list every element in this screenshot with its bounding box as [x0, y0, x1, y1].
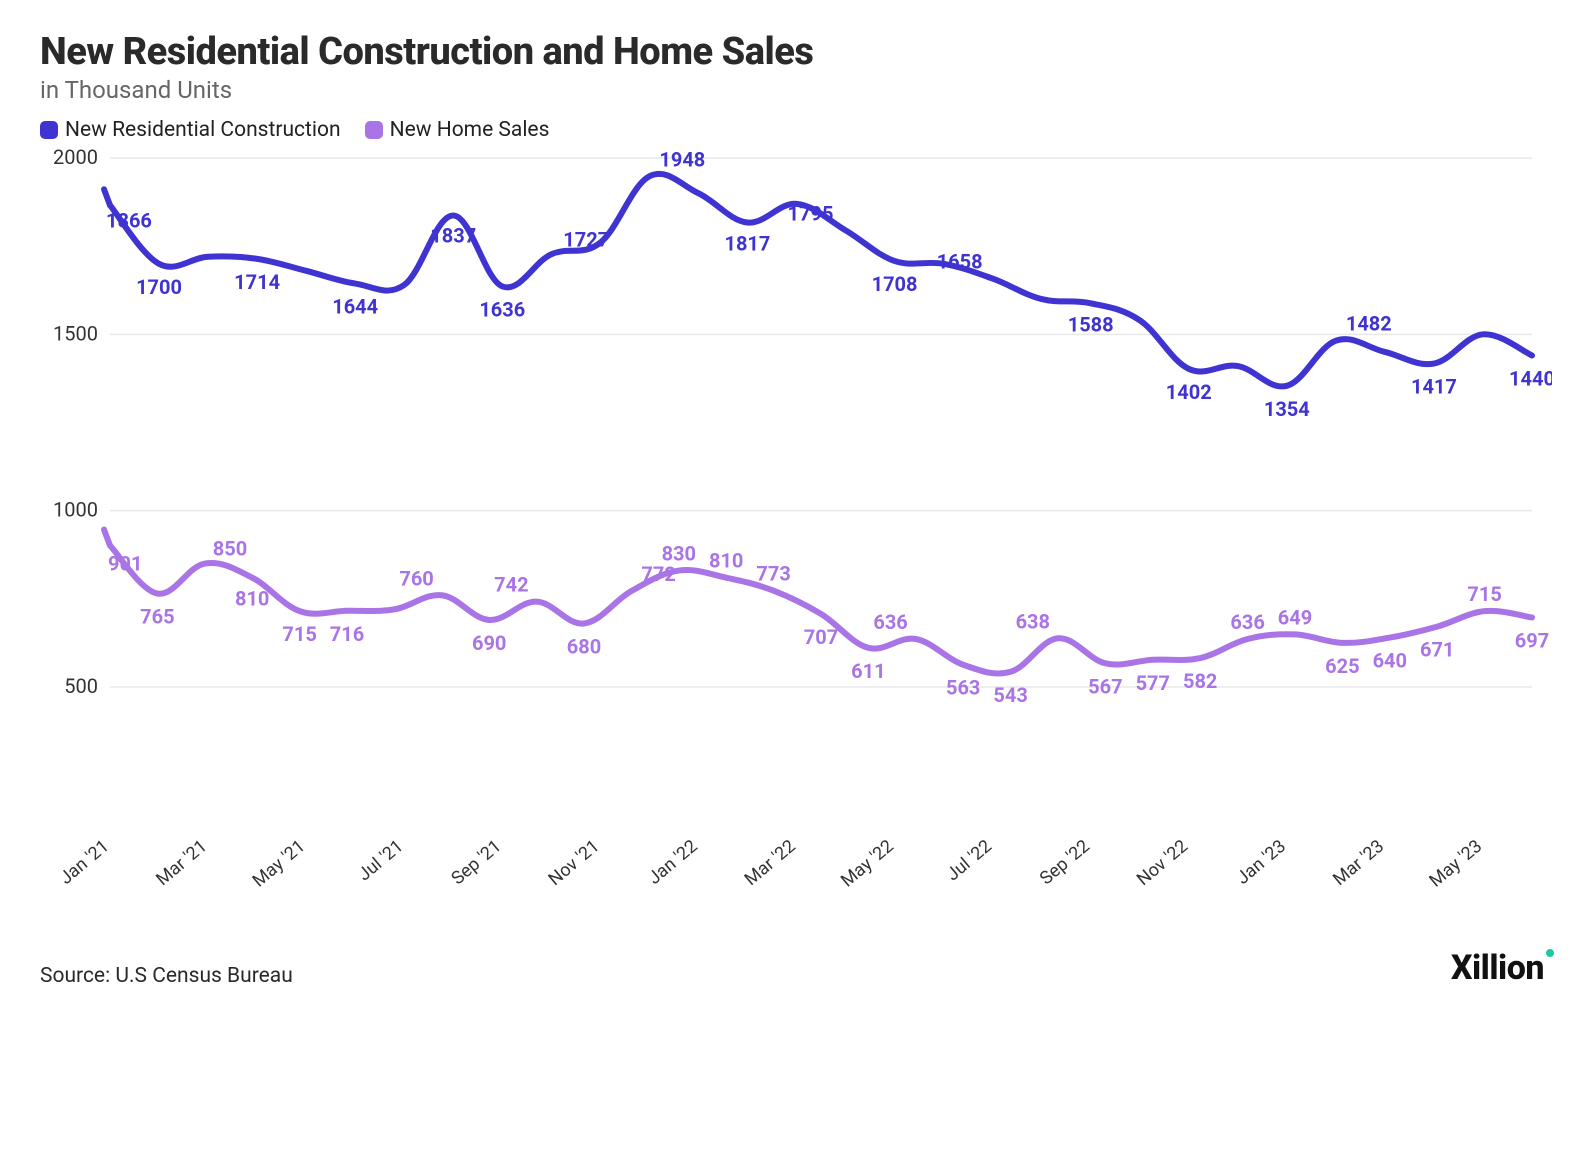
svg-text:Jan '23: Jan '23: [1232, 836, 1290, 889]
svg-text:742: 742: [494, 573, 528, 597]
svg-text:1000: 1000: [53, 498, 98, 522]
svg-text:625: 625: [1325, 654, 1359, 678]
svg-text:500: 500: [64, 674, 98, 698]
legend-swatch: [40, 121, 58, 139]
legend: New Residential Construction New Home Sa…: [40, 118, 1552, 142]
svg-text:Jul '21: Jul '21: [354, 836, 407, 886]
svg-text:773: 773: [756, 562, 790, 586]
svg-text:1500: 1500: [53, 321, 98, 345]
svg-text:810: 810: [235, 587, 269, 611]
svg-text:638: 638: [1016, 609, 1050, 633]
svg-text:1402: 1402: [1166, 380, 1212, 404]
svg-text:697: 697: [1515, 628, 1549, 652]
chart-area: 500 1000 1500 2000 Jan '21 Mar '21 May '21 Jul …: [40, 148, 1552, 908]
svg-text:2000: 2000: [53, 148, 98, 169]
svg-text:772: 772: [641, 562, 675, 586]
chart-subtitle: in Thousand Units: [40, 76, 1552, 104]
svg-text:640: 640: [1373, 649, 1407, 673]
svg-text:1636: 1636: [479, 297, 525, 321]
svg-text:567: 567: [1088, 674, 1122, 698]
svg-text:716: 716: [330, 622, 364, 646]
svg-text:Nov '22: Nov '22: [1133, 836, 1192, 890]
svg-text:577: 577: [1136, 671, 1170, 695]
source-text: Source: U.S Census Bureau: [40, 964, 293, 988]
legend-label: New Home Sales: [390, 118, 550, 142]
svg-text:1440: 1440: [1509, 366, 1552, 390]
svg-text:760: 760: [399, 566, 433, 590]
brand-logo: Xillion: [1451, 948, 1552, 988]
svg-text:Jul '22: Jul '22: [942, 836, 995, 886]
svg-text:1714: 1714: [234, 270, 280, 294]
legend-swatch: [365, 121, 383, 139]
svg-text:1482: 1482: [1346, 312, 1392, 336]
legend-item: New Residential Construction: [40, 118, 341, 142]
svg-text:1354: 1354: [1264, 397, 1310, 421]
svg-text:765: 765: [140, 605, 174, 629]
svg-text:582: 582: [1183, 669, 1217, 693]
svg-text:1837: 1837: [430, 223, 476, 247]
svg-text:1948: 1948: [659, 148, 705, 171]
svg-text:680: 680: [567, 634, 601, 658]
svg-text:1658: 1658: [937, 250, 983, 274]
svg-text:Sep '21: Sep '21: [447, 836, 505, 889]
svg-text:707: 707: [804, 625, 838, 649]
brand-dot-icon: [1546, 949, 1554, 957]
svg-text:1795: 1795: [788, 201, 834, 225]
svg-text:1866: 1866: [106, 208, 152, 232]
svg-text:May '21: May '21: [249, 836, 310, 892]
line-chart: 500 1000 1500 2000 Jan '21 Mar '21 May '21 Jul …: [40, 148, 1552, 908]
svg-text:1727: 1727: [563, 227, 609, 251]
svg-text:636: 636: [1230, 610, 1264, 634]
svg-text:636: 636: [873, 610, 907, 634]
svg-text:May '22: May '22: [837, 836, 898, 892]
svg-text:810: 810: [709, 549, 743, 573]
svg-text:830: 830: [662, 542, 696, 566]
legend-item: New Home Sales: [365, 118, 550, 142]
svg-text:543: 543: [993, 683, 1027, 707]
svg-text:Mar '23: Mar '23: [1329, 836, 1388, 890]
svg-text:1817: 1817: [724, 232, 770, 256]
svg-text:671: 671: [1420, 638, 1454, 662]
chart-title: New Residential Construction and Home Sa…: [40, 30, 1552, 74]
svg-text:1700: 1700: [136, 275, 182, 299]
svg-text:690: 690: [472, 631, 506, 655]
svg-text:901: 901: [108, 552, 142, 576]
svg-text:May '23: May '23: [1425, 836, 1486, 892]
svg-text:Mar '22: Mar '22: [741, 836, 800, 890]
svg-text:611: 611: [851, 659, 885, 683]
svg-text:Nov '21: Nov '21: [544, 836, 603, 890]
svg-text:715: 715: [282, 622, 316, 646]
legend-label: New Residential Construction: [65, 118, 341, 142]
svg-text:1588: 1588: [1068, 312, 1114, 336]
svg-text:Jan '22: Jan '22: [644, 836, 702, 889]
svg-text:1644: 1644: [332, 295, 378, 319]
svg-text:715: 715: [1467, 582, 1501, 606]
svg-text:563: 563: [946, 676, 980, 700]
svg-text:850: 850: [213, 537, 247, 561]
svg-text:Jan '21: Jan '21: [56, 836, 114, 889]
svg-text:Sep '22: Sep '22: [1036, 836, 1094, 889]
svg-text:1708: 1708: [872, 272, 918, 296]
svg-text:1417: 1417: [1411, 375, 1457, 399]
svg-text:649: 649: [1278, 605, 1312, 629]
svg-text:Mar '21: Mar '21: [152, 836, 211, 890]
